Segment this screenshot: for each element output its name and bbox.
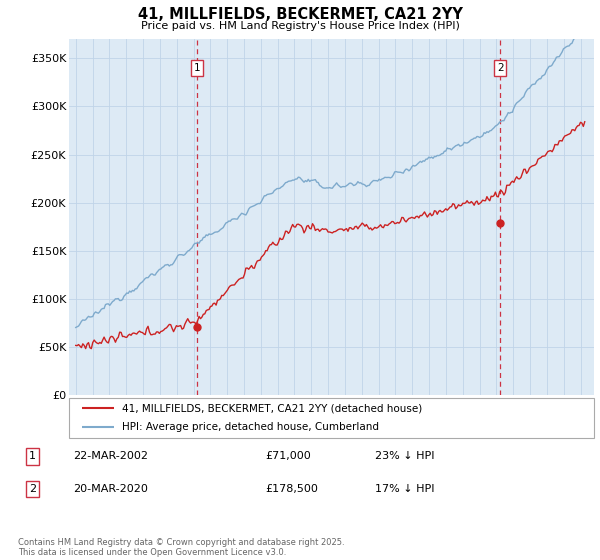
Text: 41, MILLFIELDS, BECKERMET, CA21 2YY: 41, MILLFIELDS, BECKERMET, CA21 2YY xyxy=(137,7,463,22)
Text: £71,000: £71,000 xyxy=(266,451,311,461)
Text: 41, MILLFIELDS, BECKERMET, CA21 2YY (detached house): 41, MILLFIELDS, BECKERMET, CA21 2YY (det… xyxy=(121,404,422,413)
Text: 20-MAR-2020: 20-MAR-2020 xyxy=(73,484,148,494)
FancyBboxPatch shape xyxy=(69,398,594,438)
Text: 2: 2 xyxy=(497,63,503,73)
Text: 1: 1 xyxy=(194,63,200,73)
Text: 22-MAR-2002: 22-MAR-2002 xyxy=(73,451,148,461)
Text: Contains HM Land Registry data © Crown copyright and database right 2025.
This d: Contains HM Land Registry data © Crown c… xyxy=(18,538,344,557)
Text: Price paid vs. HM Land Registry's House Price Index (HPI): Price paid vs. HM Land Registry's House … xyxy=(140,21,460,31)
Text: £178,500: £178,500 xyxy=(266,484,319,494)
Text: 17% ↓ HPI: 17% ↓ HPI xyxy=(375,484,434,494)
Text: 2: 2 xyxy=(29,484,36,494)
Text: 23% ↓ HPI: 23% ↓ HPI xyxy=(375,451,434,461)
Text: HPI: Average price, detached house, Cumberland: HPI: Average price, detached house, Cumb… xyxy=(121,422,379,432)
Text: 1: 1 xyxy=(29,451,36,461)
